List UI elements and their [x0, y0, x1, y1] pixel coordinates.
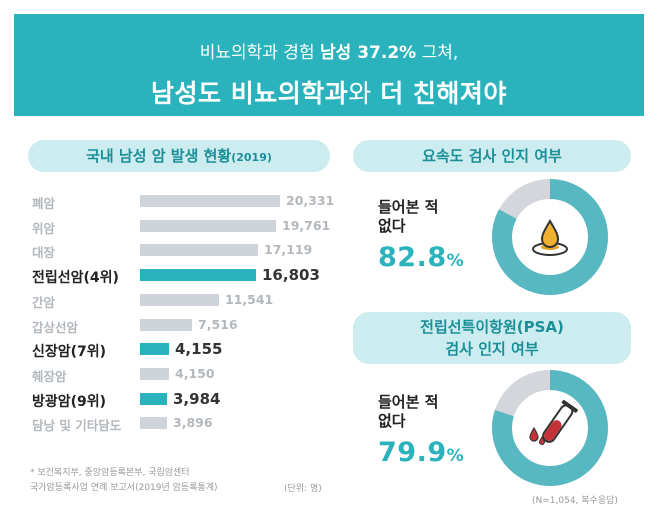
uroflow-percent-sign: %: [446, 251, 465, 271]
category-label: 담낭 및 기타담도: [32, 418, 122, 434]
headline-main-a: 남성도 비뇨의학과: [151, 79, 349, 108]
test-tube-icon: [529, 399, 578, 445]
source-note: * 보건복지부, 중앙암등록본부, 국립암센터 국가암등록사업 연례 보고서(2…: [30, 466, 218, 496]
headline-main-c: 더 친해져야: [380, 79, 507, 108]
value-label: 19,761: [282, 217, 331, 233]
value-label: 4,155: [175, 340, 223, 359]
bar: [140, 318, 192, 331]
psa-percent-value: 79.9: [378, 437, 447, 468]
psa-donut: [492, 370, 608, 486]
headline-text: 비뇨의학과 경험: [199, 43, 320, 63]
uroflow-percent: 82.8%: [378, 242, 464, 273]
category-label: 췌장암: [32, 368, 67, 384]
bar: [140, 269, 256, 282]
value-label: 3,984: [173, 389, 221, 408]
unit-label: (단위: 명): [284, 484, 322, 494]
category-label: 대장: [32, 245, 56, 261]
bar: [140, 293, 219, 306]
psa-percent: 79.9%: [378, 437, 464, 468]
chart-title: 국내 남성 암 발생 현황: [86, 147, 232, 165]
bar: [140, 392, 167, 405]
value-label: 16,803: [262, 266, 320, 285]
uroflow-label-line-2: 없다: [378, 217, 406, 235]
uroflow-label-line-1: 들어본 적: [378, 198, 439, 216]
value-label: 7,516: [198, 316, 238, 332]
source-note-line-2: 국가암등록사업 연례 보고서(2019년 암등록통계): [30, 483, 218, 493]
bar: [140, 244, 258, 257]
uroflow-donut: [492, 179, 608, 295]
value-label: 20,331: [286, 193, 335, 208]
donut-arc: [492, 179, 608, 295]
bar: [140, 219, 276, 232]
psa-title-line-2: 검사 인지 여부: [445, 340, 539, 358]
category-label: 폐암: [32, 196, 56, 211]
psa-title-pill: 전립선특이항원(PSA) 검사 인지 여부: [353, 312, 631, 364]
psa-title-line-1: 전립선특이항원(PSA): [420, 318, 564, 336]
chart-title-pill: 국내 남성 암 발생 현황(2019): [28, 140, 330, 172]
category-label: 갑상선암: [32, 319, 79, 335]
headline-main-b: 와: [348, 79, 381, 108]
psa-label-line-2: 없다: [378, 412, 406, 430]
bar: [140, 417, 167, 430]
value-label: 4,150: [175, 365, 215, 381]
psa-label: 들어본 적 없다: [378, 393, 438, 431]
bar: [140, 343, 169, 356]
value-label: 11,541: [225, 291, 274, 307]
bar: [140, 367, 169, 380]
chart-title-year: (2019): [231, 151, 272, 164]
uroflow-percent-value: 82.8: [378, 242, 447, 273]
category-label: 위암: [32, 220, 56, 236]
water-drop-icon: [532, 219, 568, 256]
category-label: 전립선암(4위): [32, 270, 119, 287]
category-label: 간암: [32, 294, 56, 310]
headline-text-end: 그쳐,: [416, 43, 459, 63]
value-label: 17,119: [264, 242, 313, 258]
headline-highlight: 남성 37.2%: [320, 43, 417, 63]
uroflow-title-pill: 요속도 검사 인지 여부: [353, 140, 631, 172]
psa-label-line-1: 들어본 적: [378, 393, 439, 411]
headline-line-2: 남성도 비뇨의학과와 더 친해져야: [14, 74, 644, 110]
bar: [140, 195, 280, 207]
donut-arc: [492, 370, 608, 486]
headline-banner: 비뇨의학과 경험 남성 37.2% 그쳐, 남성도 비뇨의학과와 더 친해져야: [14, 14, 644, 116]
sample-basis-note: (N=1,054, 복수응답): [532, 496, 618, 506]
headline-line-1: 비뇨의학과 경험 남성 37.2% 그쳐,: [14, 38, 644, 63]
psa-percent-sign: %: [446, 446, 465, 466]
source-note-line-1: * 보건복지부, 중앙암등록본부, 국립암센터: [30, 468, 190, 478]
category-label: 방광암(9위): [32, 393, 107, 410]
uroflow-label: 들어본 적 없다: [378, 198, 438, 236]
category-label: 신장암(7위): [32, 344, 107, 361]
value-label: 3,896: [173, 415, 213, 431]
